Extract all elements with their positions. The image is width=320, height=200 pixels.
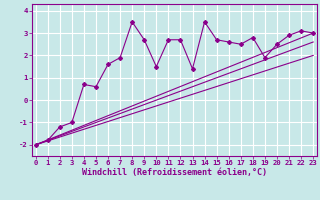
X-axis label: Windchill (Refroidissement éolien,°C): Windchill (Refroidissement éolien,°C) [82, 168, 267, 177]
